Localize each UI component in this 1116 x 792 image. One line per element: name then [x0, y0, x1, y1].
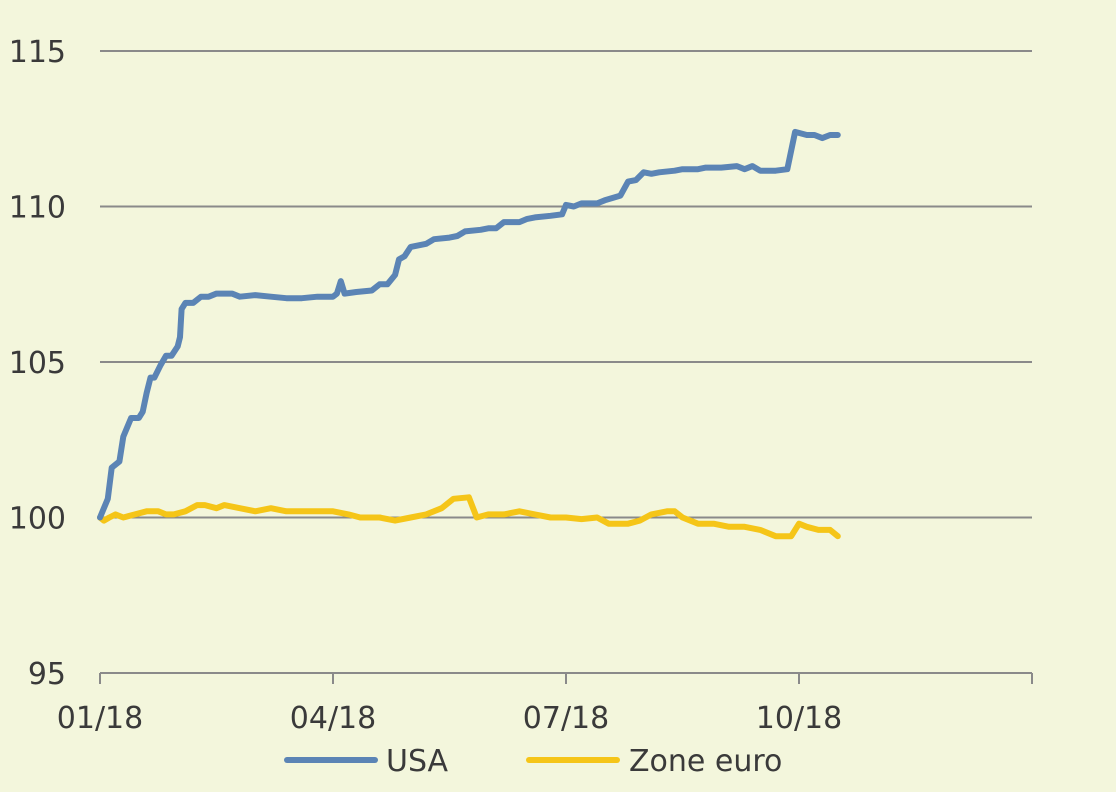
- y-tick-label: 115: [9, 35, 66, 70]
- series-lines: [97, 128, 841, 540]
- legend: USA Zone euro: [284, 744, 782, 779]
- grid-lines: [100, 50, 1032, 519]
- x-tick-label: 07/18: [523, 701, 609, 736]
- x-axis: [99, 672, 1033, 684]
- series-line-zone-euro: [97, 494, 841, 540]
- series-line-usa: [97, 128, 841, 521]
- y-tick-label: 105: [9, 346, 66, 381]
- y-tick-label: 95: [28, 657, 66, 692]
- x-tick-label: 01/18: [57, 701, 143, 736]
- x-tick-label: 10/18: [756, 701, 842, 736]
- legend-label: USA: [386, 744, 449, 779]
- x-axis-tick-labels: 01/18 04/18 07/18 10/18: [57, 701, 842, 736]
- legend-label: Zone euro: [629, 744, 782, 779]
- y-axis-tick-labels: 95 100 105 110 115: [9, 35, 66, 692]
- y-tick-label: 110: [9, 191, 66, 226]
- y-tick-label: 100: [9, 502, 66, 537]
- x-tick-label: 04/18: [290, 701, 376, 736]
